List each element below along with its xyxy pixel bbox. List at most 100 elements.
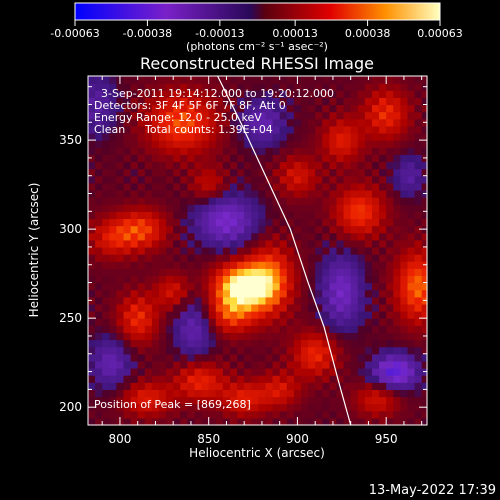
heatmap-cell xyxy=(222,382,231,390)
heatmap-cell xyxy=(123,303,132,312)
heatmap-cell xyxy=(386,197,394,205)
heatmap-cell xyxy=(187,161,196,170)
heatmap-cell xyxy=(293,325,302,334)
heatmap-cell xyxy=(407,76,416,84)
heatmap-cell xyxy=(286,104,295,113)
heatmap-cell xyxy=(407,325,416,334)
heatmap-cell xyxy=(123,232,132,241)
heatmap-cell xyxy=(123,189,132,198)
heatmap-cell xyxy=(187,303,196,312)
heatmap-cell xyxy=(229,175,238,184)
heatmap-cell xyxy=(244,161,252,170)
heatmap-cell xyxy=(279,232,288,241)
heatmap-cell xyxy=(421,232,428,241)
heatmap-cell xyxy=(237,303,245,312)
heatmap-cell xyxy=(251,289,259,298)
heatmap-cell xyxy=(229,154,238,163)
heatmap-cell xyxy=(364,254,373,262)
heatmap-cell xyxy=(293,189,302,198)
heatmap-cell xyxy=(187,175,196,184)
heatmap-cell xyxy=(315,147,323,155)
heatmap-cell xyxy=(130,232,139,241)
heatmap-cell xyxy=(350,97,359,106)
heatmap-cell xyxy=(180,161,188,170)
heatmap-cell xyxy=(315,218,323,227)
heatmap-cell xyxy=(88,268,96,277)
heatmap-cell xyxy=(272,189,281,198)
heatmap-cell xyxy=(137,132,146,141)
heatmap-cell xyxy=(279,389,288,398)
heatmap-cell xyxy=(421,168,428,177)
heatmap-cell xyxy=(208,382,217,390)
heatmap-cell xyxy=(350,353,359,362)
heatmap-cell xyxy=(371,303,380,312)
heatmap-cell xyxy=(208,375,217,383)
heatmap-cell xyxy=(158,275,167,284)
heatmap-cell xyxy=(229,325,238,334)
heatmap-cell xyxy=(279,296,288,305)
heatmap-cell xyxy=(116,189,125,198)
heatmap-cell xyxy=(151,125,160,134)
heatmap-cell xyxy=(258,225,267,234)
heatmap-cell xyxy=(308,211,316,220)
heatmap-cell xyxy=(364,261,373,269)
heatmap-cell xyxy=(265,403,274,412)
heatmap-cell xyxy=(180,410,188,419)
heatmap-cell xyxy=(329,182,338,191)
heatmap-cell xyxy=(180,303,188,312)
heatmap-cell xyxy=(137,389,146,398)
heatmap-cell xyxy=(308,282,316,291)
heatmap-cell xyxy=(194,125,203,134)
heatmap-cell xyxy=(116,360,125,369)
heatmap-cell xyxy=(180,104,188,113)
heatmap-cell xyxy=(421,389,428,398)
heatmap-cell xyxy=(215,225,224,234)
heatmap-cell xyxy=(293,275,302,284)
heatmap-cell xyxy=(222,154,231,163)
heatmap-cell xyxy=(265,289,274,298)
heatmap-cell xyxy=(286,417,295,426)
heatmap-cell xyxy=(350,268,359,277)
heatmap-cell xyxy=(137,218,146,227)
heatmap-cell xyxy=(102,282,110,291)
heatmap-cell xyxy=(158,90,167,98)
heatmap-cell xyxy=(407,396,416,405)
heatmap-cell xyxy=(308,346,316,355)
heatmap-cell xyxy=(130,125,139,134)
heatmap-cell xyxy=(130,168,139,177)
heatmap-cell xyxy=(194,111,203,120)
heatmap-cell xyxy=(173,125,181,134)
heatmap-cell xyxy=(194,90,203,98)
heatmap-cell xyxy=(137,147,146,155)
heatmap-cell xyxy=(371,382,380,390)
heatmap-cell xyxy=(95,218,103,227)
heatmap-cell xyxy=(222,204,231,212)
heatmap-cell xyxy=(265,417,274,426)
heatmap-cell xyxy=(102,346,110,355)
heatmap-cell xyxy=(130,239,139,248)
heatmap-cell xyxy=(144,168,153,177)
heatmap-cell xyxy=(407,225,416,234)
heatmap-cell xyxy=(116,311,125,319)
heatmap-cell xyxy=(364,282,373,291)
heatmap-cell xyxy=(173,311,181,319)
heatmap-cell xyxy=(116,204,125,212)
heatmap-cell xyxy=(329,346,338,355)
heatmap-cell xyxy=(336,147,345,155)
heatmap-cell xyxy=(144,375,153,383)
heatmap-cell xyxy=(237,76,245,84)
heatmap-cell xyxy=(102,125,110,134)
heatmap-cell xyxy=(95,147,103,155)
heatmap-cell xyxy=(244,375,252,383)
heatmap-cell xyxy=(137,339,146,348)
heatmap-cell xyxy=(279,189,288,198)
heatmap-cell xyxy=(279,111,288,120)
heatmap-cell xyxy=(265,189,274,198)
heatmap-cell xyxy=(88,76,96,84)
heatmap-cell xyxy=(272,182,281,191)
heatmap-cell xyxy=(229,161,238,170)
heatmap-cell xyxy=(329,268,338,277)
heatmap-cell xyxy=(102,289,110,298)
heatmap-cell xyxy=(386,125,394,134)
heatmap-cell xyxy=(414,182,423,191)
